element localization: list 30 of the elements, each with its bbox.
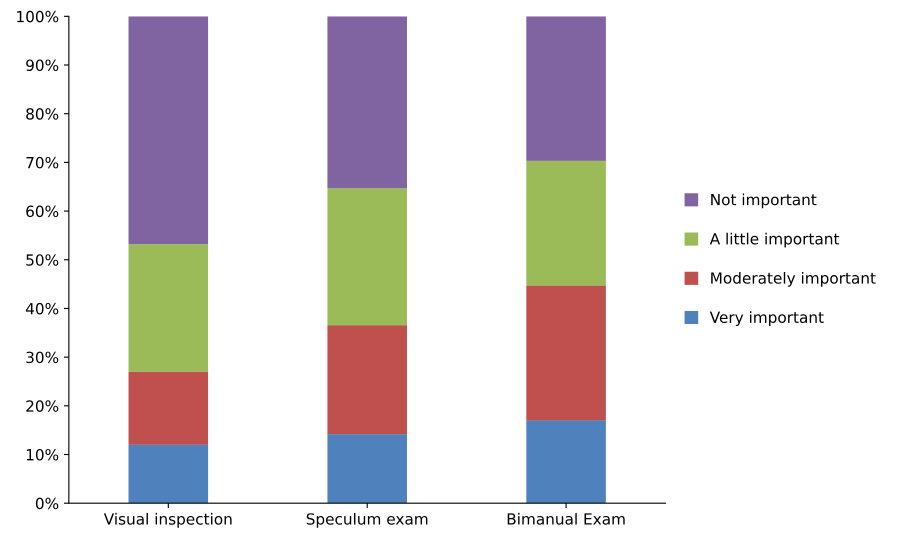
bar bbox=[128, 244, 208, 372]
y-tick-label: 70% bbox=[26, 156, 58, 168]
legend-label: A little important bbox=[710, 232, 840, 248]
bar bbox=[128, 444, 208, 504]
y-tick-label: 0% bbox=[36, 498, 58, 510]
bar bbox=[327, 325, 407, 434]
y-tick-label: 40% bbox=[26, 302, 58, 314]
y-tick-label: 50% bbox=[26, 254, 58, 266]
bar bbox=[327, 434, 407, 504]
y-tick-label: 10% bbox=[26, 448, 58, 461]
x-tick-label: Speculum exam bbox=[306, 512, 428, 528]
y-tick-label: 20% bbox=[26, 400, 58, 412]
bar bbox=[128, 372, 208, 445]
bar bbox=[526, 420, 606, 504]
y-tick-label: 80% bbox=[26, 108, 58, 120]
x-tick-label: Bimanual Exam bbox=[508, 512, 625, 525]
bar bbox=[526, 16, 606, 161]
y-tick-label: 30% bbox=[26, 352, 58, 364]
x-tick-label: Visual inspection bbox=[104, 512, 232, 528]
y-tick-label: 60% bbox=[26, 206, 58, 218]
bar bbox=[327, 188, 407, 326]
legend-label: Very important bbox=[710, 311, 824, 326]
bar bbox=[128, 16, 208, 244]
bar bbox=[526, 286, 606, 420]
bar bbox=[526, 160, 606, 286]
legend-label: Not important bbox=[711, 194, 816, 208]
bar bbox=[327, 16, 407, 188]
y-tick-label: 100% bbox=[17, 10, 58, 22]
y-tick-label: 90% bbox=[26, 59, 58, 72]
legend-label: Moderately important bbox=[711, 272, 876, 287]
